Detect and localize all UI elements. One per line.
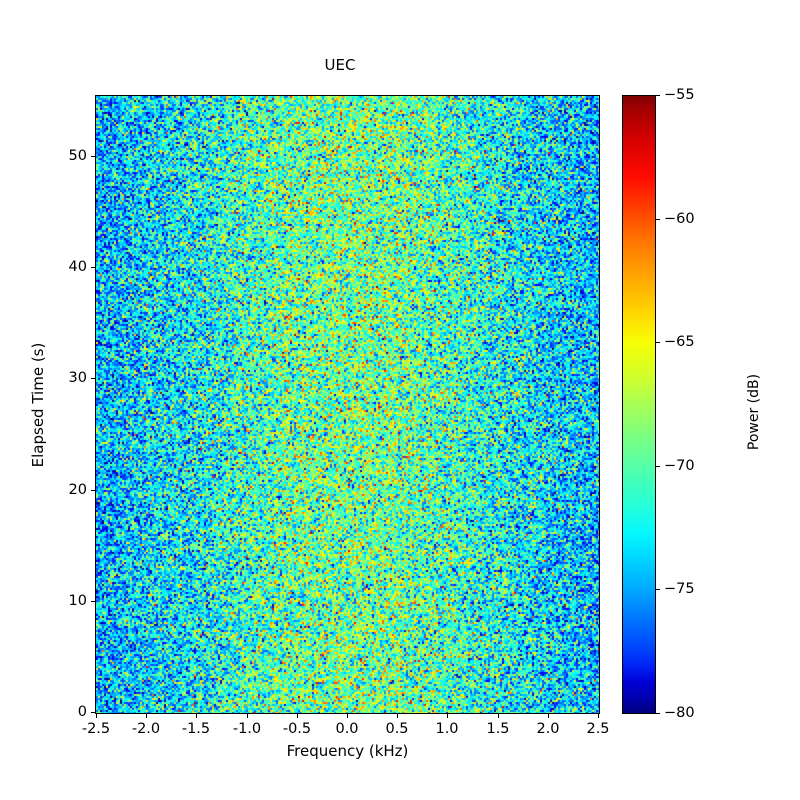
x-tick-8 [498,714,499,718]
colorbar-tick-4 [656,219,660,220]
colorbar-tick-label-0: −80 [664,705,695,721]
colorbar-label: Power (dB) [746,373,762,451]
colorbar-tick-label-2: −70 [664,458,695,474]
x-axis-label: Frequency (kHz) [286,742,409,760]
y-tick-label-1: 10 [68,593,87,609]
x-tick-label-2: -1.5 [181,721,211,737]
x-tick-6 [397,714,398,718]
x-tick-label-0: -2.5 [81,721,111,737]
colorbar-tick-label-5: −55 [664,87,695,103]
x-tick-label-5: 0.0 [335,721,359,737]
colorbar-tick-label-3: −65 [664,334,695,350]
colorbar-tick-5 [656,95,660,96]
x-tick-label-4: -0.5 [282,721,312,737]
y-axis-label: Elapsed Time (s) [29,342,47,468]
colorbar-tick-0 [656,713,660,714]
x-tick-label-9: 2.0 [536,721,560,737]
title-line-station: UEC [324,56,356,75]
y-tick-label-3: 30 [68,370,87,386]
y-tick-3 [91,378,95,379]
x-tick-5 [347,714,348,718]
colorbar-tick-label-4: −60 [664,211,695,227]
x-tick-label-6: 0.5 [385,721,409,737]
y-tick-label-5: 50 [68,148,87,164]
y-tick-2 [91,490,95,491]
y-tick-4 [91,267,95,268]
colorbar-tick-2 [656,466,660,467]
colorbar-tick-label-1: −75 [664,581,695,597]
x-tick-label-10: 2.5 [586,721,610,737]
y-tick-label-0: 0 [77,704,87,720]
x-tick-0 [96,714,97,718]
colorbar [622,95,656,714]
x-tick-4 [297,714,298,718]
y-tick-label-2: 20 [68,482,87,498]
x-tick-9 [548,714,549,718]
x-tick-label-8: 1.5 [486,721,510,737]
colorbar-gradient [623,96,655,713]
y-tick-5 [91,156,95,157]
colorbar-tick-1 [656,589,660,590]
x-tick-1 [146,714,147,718]
y-tick-label-4: 40 [68,259,87,275]
x-tick-10 [598,714,599,718]
x-tick-label-3: -1.0 [232,721,262,737]
y-tick-1 [91,601,95,602]
colorbar-tick-3 [656,342,660,343]
x-tick-7 [447,714,448,718]
x-tick-2 [196,714,197,718]
spectrogram-plot-area [95,95,600,714]
x-tick-label-7: 1.0 [435,721,459,737]
x-tick-3 [247,714,248,718]
x-tick-label-1: -2.0 [131,721,161,737]
y-tick-0 [91,712,95,713]
spectrogram-image [96,96,599,713]
